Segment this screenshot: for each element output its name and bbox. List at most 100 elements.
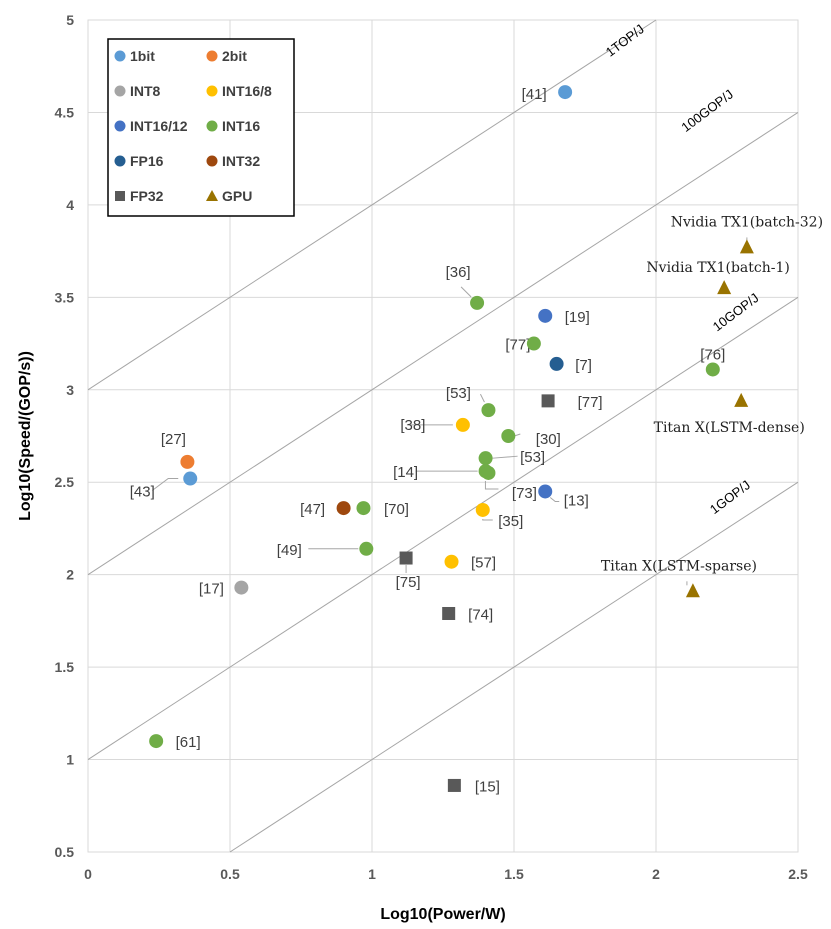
point-fp16 <box>549 356 564 371</box>
legend-marker <box>206 120 218 132</box>
point-label: [70] <box>384 501 409 518</box>
point-fp32 <box>447 778 461 792</box>
point-gpu <box>734 392 749 407</box>
legend-marker <box>206 190 218 201</box>
legend-entry: INT16/8 <box>222 83 272 99</box>
point-label: [38] <box>400 417 425 434</box>
efficiency-line <box>229 481 799 853</box>
legend-entry: INT8 <box>130 83 161 99</box>
leader-line <box>514 433 521 437</box>
point-1bit <box>183 471 198 486</box>
legend-marker <box>115 191 125 201</box>
legend-marker <box>114 120 126 132</box>
point-fp32 <box>541 394 555 408</box>
x-tick-label: 2.5 <box>788 866 808 882</box>
point-label: [75] <box>396 574 421 591</box>
y-tick-label: 3.5 <box>55 289 75 305</box>
point-label: [15] <box>475 778 500 795</box>
point-label: [61] <box>176 734 201 751</box>
legend-marker <box>206 50 218 62</box>
point-int16 <box>481 403 496 418</box>
legend-entry: 2bit <box>222 48 247 64</box>
x-axis-title: Log10(Power/W) <box>380 906 505 923</box>
point-label: [14] <box>393 464 418 481</box>
point-label: [19] <box>565 309 590 326</box>
efficiency-line-label: 1TOP/J <box>603 21 647 59</box>
point-int16-8 <box>444 554 459 569</box>
point-label: [27] <box>161 431 186 448</box>
point-2bit <box>180 454 195 469</box>
point-label: [47] <box>300 501 325 518</box>
leader-line <box>484 480 499 490</box>
legend-entry: INT32 <box>222 153 260 169</box>
y-tick-label: 0.5 <box>55 844 75 860</box>
point-int16 <box>356 501 371 516</box>
point-fp32 <box>399 551 413 565</box>
point-label: [30] <box>536 431 561 448</box>
x-tick-label: 2 <box>652 866 660 882</box>
point-int16-8 <box>475 502 490 517</box>
point-label: [49] <box>277 542 302 559</box>
point-fp32 <box>442 606 456 620</box>
legend-entry: FP16 <box>130 153 164 169</box>
legend: 1bit 2bit INT8 INT16/8 INT16/12 INT16 FP16 INT3… <box>107 38 295 217</box>
point-gpu <box>685 583 700 598</box>
point-label: [17] <box>199 581 224 598</box>
legend-entry: 1bit <box>130 48 155 64</box>
y-tick-label: 4 <box>66 197 74 213</box>
point-int16 <box>478 451 493 466</box>
point-label: [57] <box>471 555 496 572</box>
efficiency-line <box>87 112 799 576</box>
point-gpu <box>739 239 754 254</box>
point-int16 <box>470 295 485 310</box>
efficiency-line <box>87 296 799 760</box>
point-1bit <box>558 85 573 100</box>
point-int16 <box>705 362 720 377</box>
point-label: Nvidia TX1(batch-32) <box>671 214 823 230</box>
x-tick-label: 0.5 <box>220 866 240 882</box>
point-label: [53] <box>446 385 471 402</box>
legend-entry: INT16 <box>222 118 260 134</box>
data-points <box>149 85 754 792</box>
x-tick-label: 1 <box>368 866 376 882</box>
point-gpu <box>717 280 732 295</box>
point-int16 <box>526 336 541 351</box>
leader-line <box>151 478 179 491</box>
legend-marker <box>206 155 218 167</box>
legend-marker <box>114 85 126 97</box>
efficiency-line-label: 1GOP/J <box>707 477 753 517</box>
legend-box <box>107 38 295 217</box>
y-tick-label: 1.5 <box>55 659 75 675</box>
point-int8 <box>234 580 249 595</box>
point-int16 <box>359 541 374 556</box>
y-tick-label: 4.5 <box>55 104 75 120</box>
legend-marker <box>114 155 126 167</box>
efficiency-line-label: 10GOP/J <box>710 290 762 334</box>
point-label: [35] <box>498 513 523 530</box>
axis-ticks: 0 0.5 1 1.5 2 2.5 0.5 1 1.5 2 2.5 3 3.5 4 4.5 5 <box>55 12 808 882</box>
legend-entry: FP32 <box>130 188 164 204</box>
point-label: Titan X(LSTM-dense) <box>654 420 805 436</box>
gridlines <box>87 19 799 853</box>
y-tick-label: 2 <box>66 567 74 583</box>
point-int16 <box>149 734 164 749</box>
point-label: [41] <box>522 86 547 103</box>
point-int32 <box>336 501 351 516</box>
point-label: [7] <box>575 357 592 374</box>
y-axis-title: Log10(Speed/(GOP/s)) <box>17 351 34 521</box>
point-label: [77] <box>578 394 603 411</box>
point-label: [77] <box>505 337 530 354</box>
y-tick-label: 2.5 <box>55 474 75 490</box>
legend-entry: GPU <box>222 188 252 204</box>
point-label: [53] <box>520 449 545 466</box>
point-label: Nvidia TX1(batch-1) <box>646 260 789 276</box>
efficiency-line <box>87 19 657 391</box>
point-int16-12 <box>538 484 553 499</box>
point-label: Titan X(LSTM-sparse) <box>601 558 757 574</box>
y-tick-label: 3 <box>66 382 74 398</box>
point-label: [13] <box>564 492 589 509</box>
leader-line <box>482 518 493 521</box>
point-int16-8 <box>455 417 470 432</box>
point-int16 <box>501 429 516 443</box>
x-tick-label: 0 <box>84 866 92 882</box>
